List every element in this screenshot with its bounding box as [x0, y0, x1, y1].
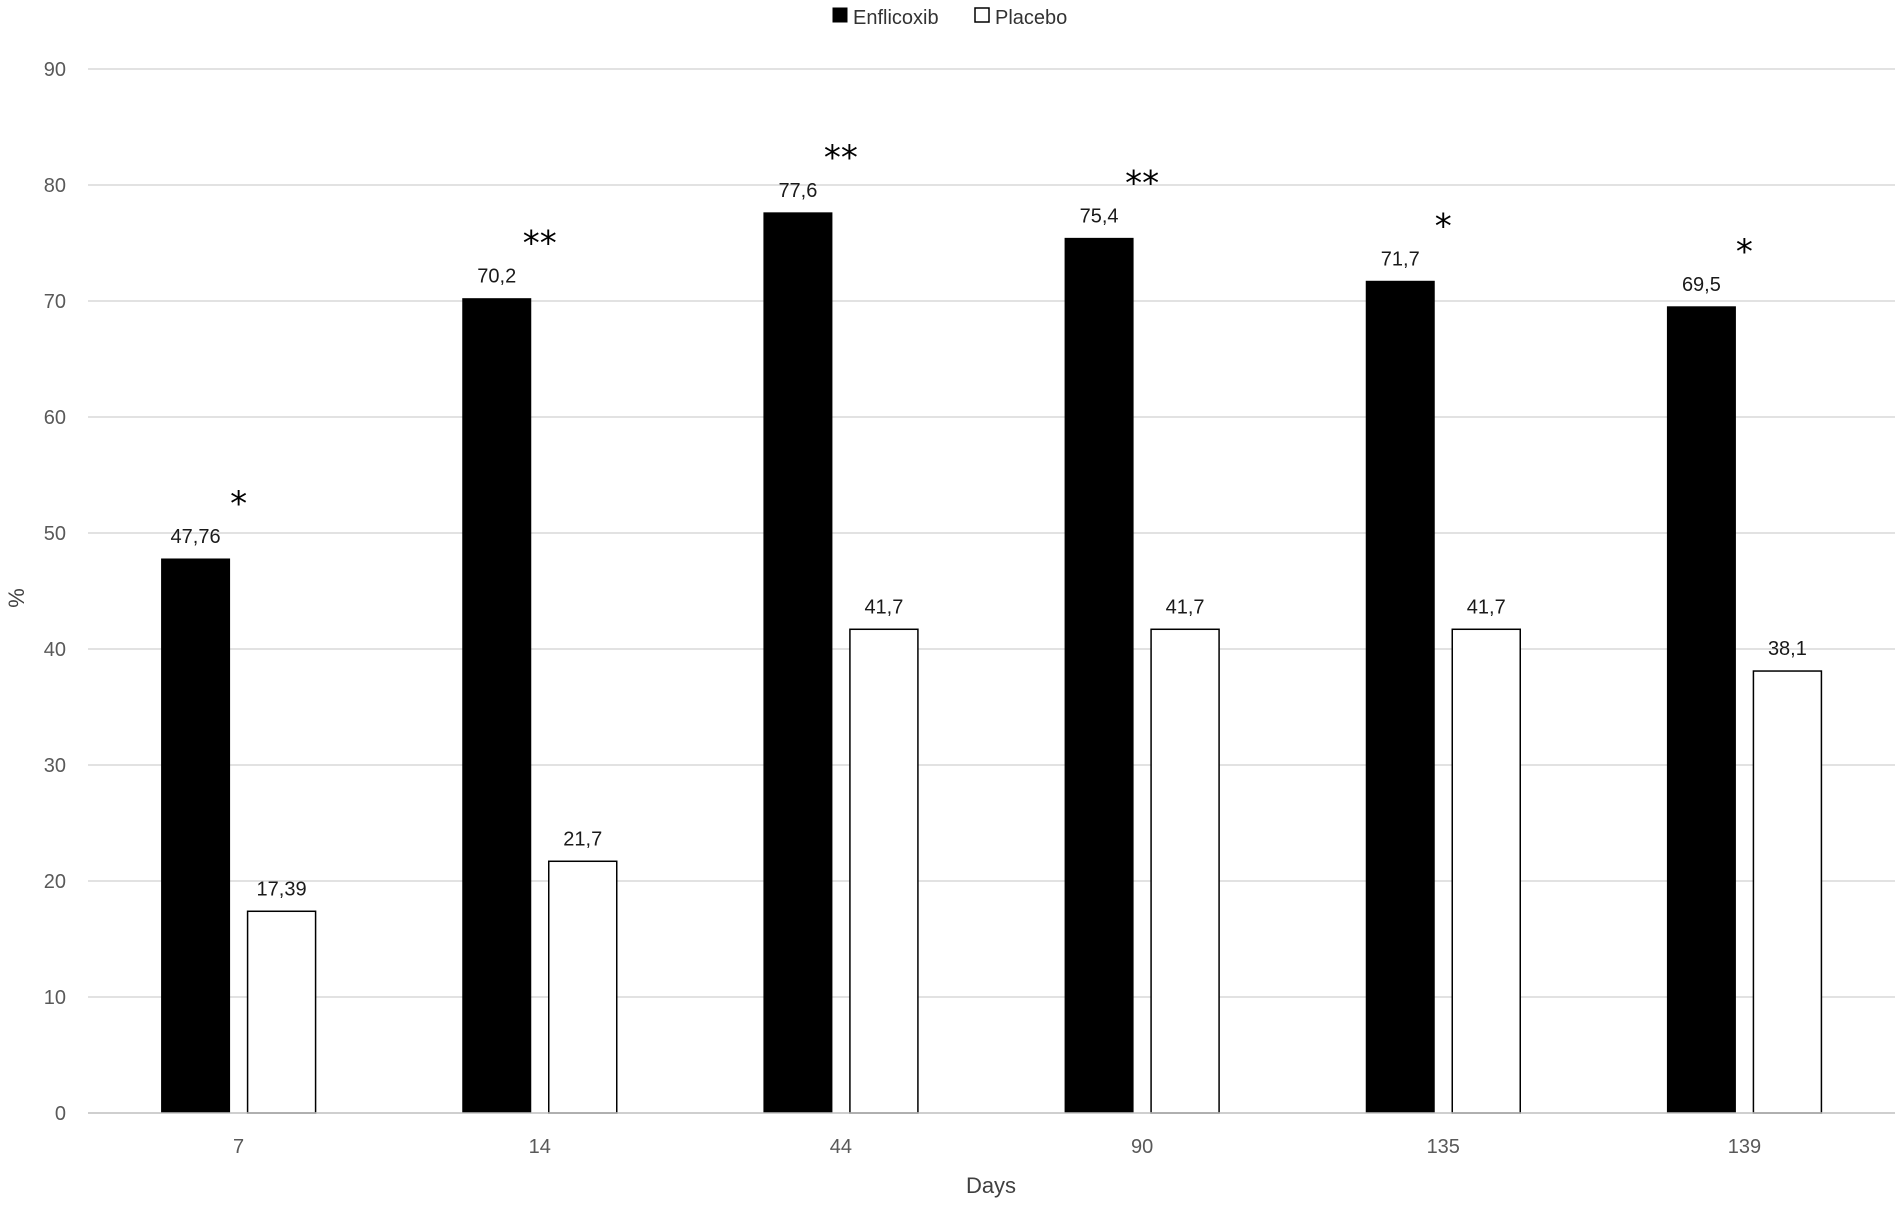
x-tick-label: 14 — [529, 1136, 551, 1158]
x-axis: 7 14 44 90 135 139 — [88, 1112, 1895, 1158]
data-label: 69,5 — [1682, 274, 1721, 296]
y-tick-label: 90 — [44, 59, 66, 81]
x-tick-label: 90 — [1131, 1136, 1153, 1158]
significance-marker: ** — [1125, 163, 1159, 203]
bars: 47,7617,39*70,221,7**77,641,7**75,441,7*… — [161, 138, 1823, 1114]
data-label: 41,7 — [864, 596, 903, 618]
legend-label-enflicoxib: Enflicoxib — [853, 7, 939, 29]
data-label: 75,4 — [1080, 205, 1119, 227]
category-group: 69,5 38,1 * — [1666, 232, 1823, 1114]
significance-marker: * — [230, 484, 247, 524]
bar-enflicoxib — [1666, 306, 1736, 1114]
data-label: 77,6 — [778, 180, 817, 202]
data-label: 47,76 — [171, 526, 221, 548]
significance-marker: ** — [523, 224, 557, 264]
y-tick-label: 70 — [44, 291, 66, 313]
category-group: 70,2 21,7 ** — [462, 224, 618, 1114]
y-tick-label: 10 — [44, 987, 66, 1009]
significance-marker: * — [1435, 206, 1452, 246]
y-tick-label: 50 — [44, 523, 66, 545]
category-group: 47,76 17,39 * — [161, 484, 317, 1114]
x-tick-label: 7 — [233, 1136, 244, 1158]
legend: Enflicoxib Placebo — [832, 7, 1067, 29]
bar-enflicoxib — [1064, 237, 1134, 1114]
y-tick-label: 30 — [44, 755, 66, 777]
y-axis-label: % — [4, 588, 29, 608]
legend-label-placebo: Placebo — [995, 7, 1067, 29]
data-label: 17,39 — [257, 878, 307, 900]
gridlines — [88, 68, 1895, 998]
significance-marker: ** — [824, 138, 858, 178]
x-tick-label: 135 — [1427, 1136, 1460, 1158]
data-label: 41,7 — [1166, 596, 1205, 618]
y-tick-label: 60 — [44, 407, 66, 429]
y-tick-label: 80 — [44, 175, 66, 197]
data-label: 38,1 — [1768, 638, 1807, 660]
bar-placebo — [1451, 628, 1521, 1114]
data-label: 21,7 — [563, 828, 602, 850]
data-label: 41,7 — [1467, 596, 1506, 618]
data-label: 70,2 — [477, 266, 516, 288]
bar-placebo — [849, 628, 919, 1114]
bar-placebo — [1752, 670, 1823, 1114]
bar-enflicoxib — [161, 558, 231, 1114]
bar-enflicoxib — [763, 212, 833, 1114]
data-label: 71,7 — [1381, 248, 1420, 270]
x-tick-label: 44 — [830, 1136, 852, 1158]
legend-swatch-enflicoxib — [832, 7, 848, 23]
category-group: 75,4 41,7 ** — [1064, 163, 1220, 1114]
bar-placebo — [246, 910, 317, 1114]
bar-placebo — [548, 860, 618, 1114]
y-axis-ticks: 0 10 20 30 40 50 60 70 80 90 — [44, 59, 66, 1125]
significance-marker: * — [1736, 232, 1753, 272]
bar-placebo — [1150, 628, 1220, 1114]
x-axis-label: Days — [966, 1173, 1016, 1198]
x-tick-label: 139 — [1728, 1136, 1761, 1158]
category-group: 71,7 41,7 * — [1365, 206, 1521, 1114]
y-tick-label: 0 — [55, 1103, 66, 1125]
y-tick-label: 40 — [44, 639, 66, 661]
bar-enflicoxib — [1365, 280, 1435, 1114]
y-tick-label: 20 — [44, 871, 66, 893]
category-group: 77,6 41,7 ** — [763, 138, 919, 1114]
bar-enflicoxib — [462, 298, 532, 1114]
legend-swatch-placebo — [974, 7, 990, 23]
